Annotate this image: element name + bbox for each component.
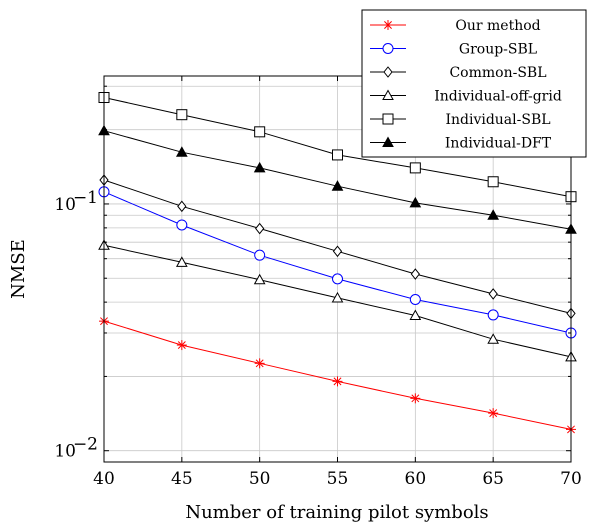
diamond-marker	[255, 222, 265, 235]
filled-triangle-marker	[487, 209, 500, 220]
legend-item-individual-off-grid: Individual-off-grid	[370, 89, 562, 105]
star-marker	[410, 393, 421, 404]
star-marker-stroke	[384, 21, 392, 29]
square-marker	[487, 176, 499, 188]
triangle-marker	[409, 309, 422, 321]
star-marker	[488, 408, 499, 419]
legend-label: Individual-SBL	[445, 112, 550, 128]
filled-triangle-marker	[409, 196, 422, 208]
square-marker	[409, 162, 421, 174]
legend-label: Individual-off-grid	[434, 89, 562, 105]
star-marker-stroke	[255, 359, 264, 368]
legend-label: Group-SBL	[459, 42, 537, 58]
y-axis-label: NMSE	[8, 239, 29, 299]
legend-item-individual-sbl: Individual-SBL	[370, 112, 551, 128]
star-marker	[383, 20, 393, 30]
diamond-marker	[332, 245, 343, 258]
diamond-marker	[488, 288, 498, 300]
square-marker	[382, 113, 394, 125]
x-tick-label: 70	[560, 469, 582, 489]
star-marker-stroke	[411, 394, 420, 403]
square-marker	[332, 149, 343, 161]
star-marker	[176, 340, 187, 351]
star-marker-stroke	[489, 409, 498, 418]
circle-marker	[409, 293, 421, 305]
legend-item-common-sbl: Common-SBL	[370, 65, 547, 81]
x-tick-label: 45	[171, 469, 193, 489]
star-marker-stroke	[333, 377, 342, 386]
filled-triangle-marker	[253, 161, 266, 173]
legend: Our method Group-SBL Common-SBL Individual-…	[361, 9, 587, 158]
legend-label: Our method	[455, 18, 540, 34]
triangle-marker	[331, 291, 344, 303]
triangle-marker	[175, 256, 188, 267]
legend-label: Individual-DFT	[445, 136, 552, 152]
x-axis-label: Number of training pilot symbols	[185, 502, 488, 523]
circle-marker	[254, 249, 266, 261]
legend-item-our-method: Our method	[370, 18, 541, 34]
legend-label: Common-SBL	[449, 65, 546, 81]
circle-marker	[487, 309, 499, 321]
y-tick-exponent: −2	[73, 435, 98, 455]
star-marker-stroke	[177, 341, 186, 350]
filled-triangle-marker	[331, 180, 344, 191]
legend-item-individual-dft: Individual-DFT	[370, 136, 552, 152]
legend-box	[361, 9, 587, 158]
series-individual-off-grid	[98, 239, 577, 362]
star-marker	[332, 376, 343, 387]
x-tick-label: 50	[249, 469, 271, 489]
filled-triangle-marker	[175, 146, 188, 157]
triangle-marker	[253, 273, 266, 285]
series-group-sbl	[98, 186, 577, 339]
triangle-marker	[382, 89, 394, 100]
triangle-marker	[487, 333, 500, 344]
y-tick-label: 10	[54, 195, 76, 215]
circle-marker	[382, 43, 394, 54]
square-marker	[176, 109, 188, 121]
y-tick-label: 10	[54, 442, 76, 462]
legend-item-group-sbl: Group-SBL	[370, 42, 537, 58]
series-common-sbl	[99, 174, 576, 320]
square-marker	[254, 126, 266, 138]
circle-marker	[332, 273, 343, 285]
diamond-marker	[410, 268, 420, 280]
x-tick-label: 60	[405, 469, 427, 489]
filled-triangle-marker	[382, 136, 394, 147]
star-marker	[254, 358, 265, 369]
diamond-marker	[177, 200, 187, 213]
circle-marker	[176, 219, 188, 231]
x-tick-label: 65	[482, 469, 504, 489]
y-tick-exponent: −1	[73, 188, 98, 208]
x-tick-label: 55	[327, 469, 349, 489]
diamond-marker	[383, 66, 393, 78]
x-tick-label: 40	[93, 469, 115, 489]
